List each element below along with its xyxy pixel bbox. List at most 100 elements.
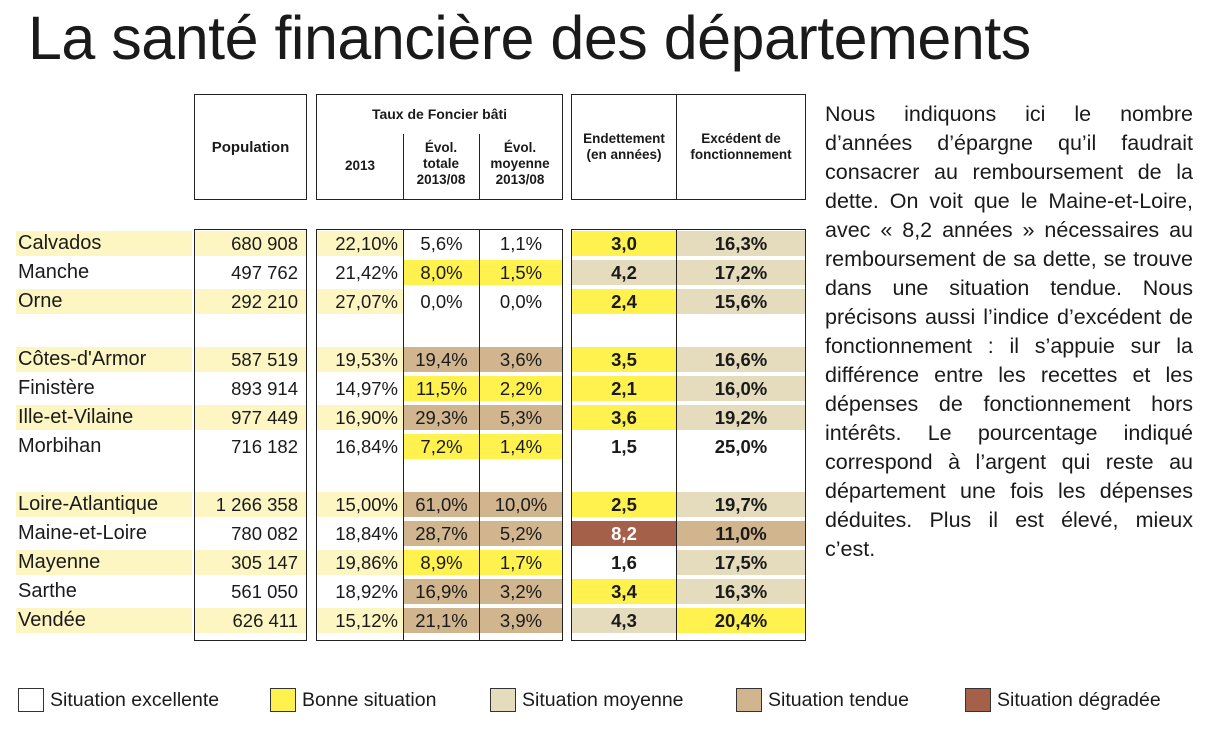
header-excedent-l2: fonctionnement <box>690 147 792 162</box>
taux-2013-cell: 16,84% <box>335 436 398 457</box>
excedent-cell: 15,6% <box>677 289 805 314</box>
taux-2013-cell: 15,12% <box>335 610 398 631</box>
excedent-cell: 16,6% <box>677 347 805 372</box>
department-name: Manche <box>18 261 90 283</box>
evol-moyenne-cell: 3,2% <box>480 579 562 604</box>
taux-2013-cell: 18,84% <box>335 523 398 544</box>
header-endettement-l1: Endettement <box>583 131 665 146</box>
endettement-cell: 4,2 <box>572 260 676 285</box>
header-taux-2013: 2013 <box>344 158 376 173</box>
row-name-highlight <box>16 289 192 314</box>
row-highlight <box>317 289 403 314</box>
header-taux-divider-1 <box>403 134 404 200</box>
population-cell: 292 210 <box>231 291 298 312</box>
evol-moyenne-cell: 1,4% <box>480 434 562 459</box>
taux-2013-cell: 14,97% <box>335 378 398 399</box>
population-cell: 680 908 <box>231 233 298 254</box>
body-taux-divider-1 <box>403 229 404 641</box>
header-evol-moyenne: Évol. moyenne 2013/08 <box>480 140 560 188</box>
body-debt-divider <box>676 229 677 641</box>
header-evol-totale-l1: Évol. <box>424 140 458 155</box>
explanation-text: Nous indiquons ici le nombre d’années d’… <box>825 100 1193 564</box>
header-debt-box <box>571 94 806 200</box>
row-highlight <box>195 347 306 372</box>
population-cell: 497 762 <box>231 262 298 283</box>
header-evol-totale: Évol. totale 2013/08 <box>403 140 479 188</box>
header-taux-group: Taux de Foncier bâti <box>371 106 508 122</box>
department-name: Morbihan <box>18 435 102 457</box>
endettement-cell: 3,0 <box>572 231 676 256</box>
row-highlight <box>195 492 306 517</box>
row-highlight <box>317 347 403 372</box>
header-evol-moyenne-l2: moyenne <box>490 156 550 171</box>
evol-totale-cell: 28,7% <box>404 521 479 546</box>
row-highlight <box>195 289 306 314</box>
row-highlight <box>195 608 306 633</box>
endettement-cell: 3,5 <box>572 347 676 372</box>
taux-2013-cell: 15,00% <box>335 494 398 515</box>
row-name-highlight <box>16 492 192 517</box>
excedent-cell: 19,2% <box>677 405 805 430</box>
taux-2013-cell: 19,53% <box>335 349 398 370</box>
legend-swatch <box>736 688 762 712</box>
legend-label: Bonne situation <box>302 689 437 711</box>
header-excedent: Excédent de fonctionnement <box>677 131 805 163</box>
row-highlight <box>195 405 306 430</box>
evol-moyenne-cell: 1,5% <box>480 260 562 285</box>
population-cell: 305 147 <box>231 552 298 573</box>
evol-moyenne-cell: 10,0% <box>480 492 562 517</box>
legend-swatch <box>490 688 516 712</box>
legend-label: Situation excellente <box>50 689 220 711</box>
evol-moyenne-cell: 5,2% <box>480 521 562 546</box>
row-highlight <box>317 231 403 256</box>
population-cell: 561 050 <box>231 581 298 602</box>
population-cell: 893 914 <box>231 378 298 399</box>
taux-2013-cell: 16,90% <box>335 407 398 428</box>
department-name: Finistère <box>18 377 95 399</box>
excedent-cell: 17,5% <box>677 550 805 575</box>
evol-moyenne-cell: 0,0% <box>480 289 562 314</box>
excedent-cell: 16,3% <box>677 231 805 256</box>
header-taux-divider-2 <box>479 134 480 200</box>
endettement-cell: 3,4 <box>572 579 676 604</box>
header-population-box <box>194 94 307 200</box>
explanation-paragraph: Nous indiquons ici le nombre d’années d’… <box>825 102 1193 561</box>
population-cell: 716 182 <box>231 436 298 457</box>
header-evol-moyenne-l3: 2013/08 <box>495 172 545 187</box>
department-name: Calvados <box>18 232 102 254</box>
excedent-cell: 11,0% <box>677 521 805 546</box>
department-name: Loire-Atlantique <box>18 493 159 515</box>
evol-totale-cell: 8,9% <box>404 550 479 575</box>
page-title: La santé financière des départements <box>28 4 1031 72</box>
row-name-highlight <box>16 608 192 633</box>
header-excedent-l1: Excédent de <box>701 131 781 146</box>
department-name: Maine-et-Loire <box>18 522 147 544</box>
department-name: Côtes-d'Armor <box>18 348 147 370</box>
header-endettement: Endettement (en années) <box>572 131 676 163</box>
taux-2013-cell: 27,07% <box>335 291 398 312</box>
header-evol-totale-l3: 2013/08 <box>416 172 466 187</box>
legend-label: Situation tendue <box>768 689 909 711</box>
population-cell: 1 266 358 <box>215 494 298 515</box>
taux-2013-cell: 19,86% <box>335 552 398 573</box>
taux-2013-cell: 21,42% <box>335 262 398 283</box>
endettement-cell: 1,6 <box>572 550 676 575</box>
row-highlight <box>195 550 306 575</box>
department-name: Vendée <box>18 609 86 631</box>
evol-moyenne-cell: 5,3% <box>480 405 562 430</box>
row-name-highlight <box>16 347 192 372</box>
header-taux-box <box>316 94 563 200</box>
evol-totale-cell: 21,1% <box>404 608 479 633</box>
legend-label: Situation dégradée <box>997 689 1161 711</box>
row-name-highlight <box>16 405 192 430</box>
endettement-cell: 2,5 <box>572 492 676 517</box>
department-name: Mayenne <box>18 551 101 573</box>
endettement-cell: 3,6 <box>572 405 676 430</box>
endettement-cell: 2,4 <box>572 289 676 314</box>
row-highlight <box>317 405 403 430</box>
evol-totale-cell: 16,9% <box>404 579 479 604</box>
header-debt-divider <box>676 94 677 200</box>
excedent-cell: 16,0% <box>677 376 805 401</box>
evol-moyenne-cell: 2,2% <box>480 376 562 401</box>
evol-totale-cell: 0,0% <box>404 289 479 314</box>
